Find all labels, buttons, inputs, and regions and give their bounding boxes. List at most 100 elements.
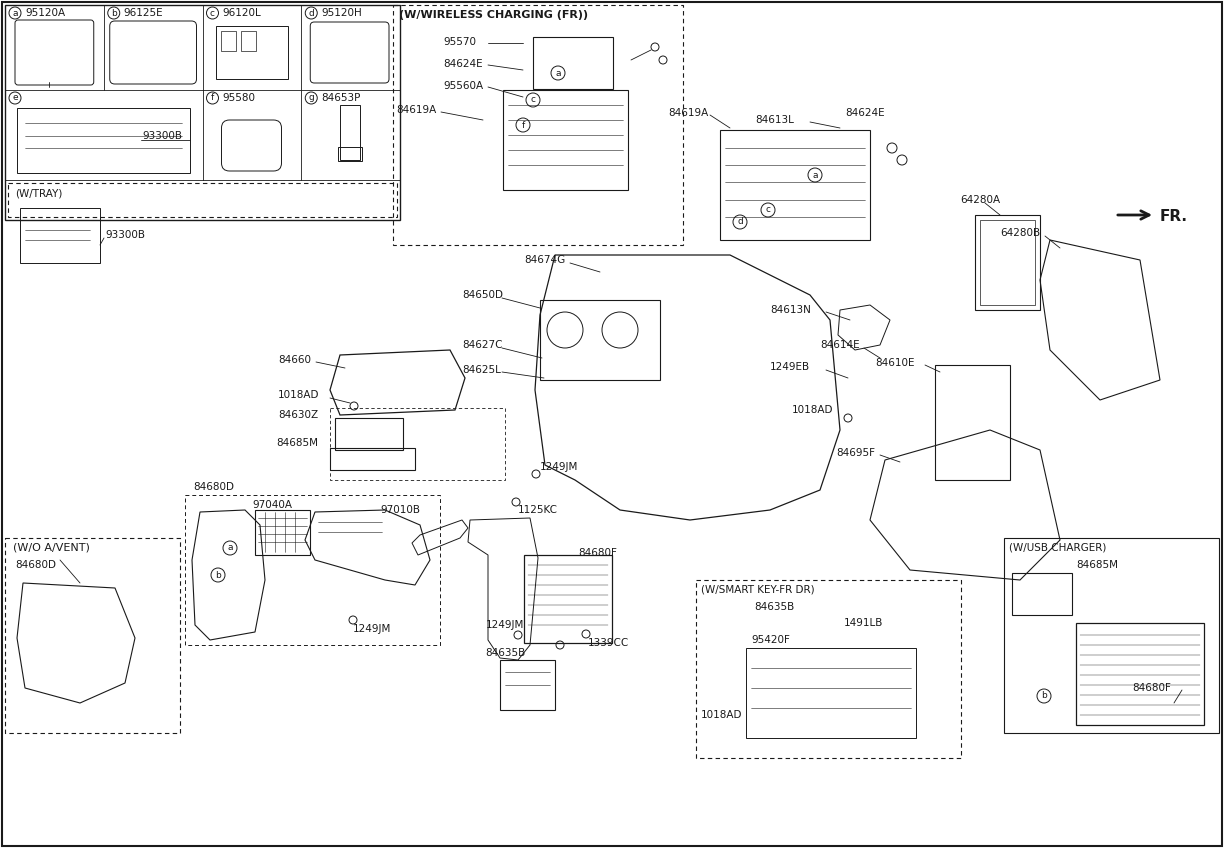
Text: 84685M: 84685M [275, 438, 318, 448]
Bar [215, 26, 288, 79]
Text: 1249JM: 1249JM [540, 462, 579, 472]
Text: 1018AD: 1018AD [792, 405, 834, 415]
Text: 95560A: 95560A [443, 81, 483, 91]
Text: a: a [12, 8, 18, 18]
Bar [980, 220, 1036, 305]
Text: (W/SMART KEY-FR DR): (W/SMART KEY-FR DR) [701, 585, 815, 595]
Text: 84695F: 84695F [836, 448, 875, 458]
Text: 84680D: 84680D [193, 482, 234, 492]
Text: b: b [111, 8, 116, 18]
Text: d: d [737, 217, 743, 226]
Text: 93300B: 93300B [105, 230, 144, 240]
Text: 1018AD: 1018AD [278, 390, 319, 400]
Text: 1018AD: 1018AD [701, 710, 743, 720]
Text: c: c [765, 205, 770, 215]
Text: 93300B: 93300B [142, 131, 182, 141]
Text: 84680F: 84680F [1132, 683, 1171, 693]
Text: 84613N: 84613N [770, 305, 810, 315]
Text: 84610E: 84610E [875, 358, 914, 368]
Text: b: b [215, 571, 220, 579]
Text: (W/USB CHARGER): (W/USB CHARGER) [1009, 543, 1106, 553]
Text: 84619A: 84619A [397, 105, 436, 115]
Text: a: a [228, 544, 233, 553]
Text: c: c [211, 8, 215, 18]
Bar [696, 580, 961, 758]
Text: 1249EB: 1249EB [770, 362, 810, 372]
Text: 84619A: 84619A [668, 108, 709, 118]
Text: 97010B: 97010B [379, 505, 420, 515]
Text: b: b [1042, 691, 1047, 700]
Text: 1339CC: 1339CC [588, 638, 629, 648]
Text: 84613L: 84613L [755, 115, 794, 125]
Bar [340, 105, 360, 160]
Bar [5, 538, 180, 733]
Text: 1491LB: 1491LB [845, 618, 884, 628]
Text: 84680D: 84680D [15, 560, 56, 570]
Bar [20, 208, 100, 263]
Text: a: a [813, 170, 818, 180]
Text: c: c [530, 96, 536, 104]
Bar [524, 555, 612, 643]
Bar [1076, 623, 1204, 725]
Text: 95570: 95570 [443, 37, 476, 47]
Text: 84625L: 84625L [461, 365, 501, 375]
Text: f: f [211, 93, 214, 103]
Text: 1249JM: 1249JM [486, 620, 524, 630]
Bar [9, 183, 397, 217]
Text: 84627C: 84627C [461, 340, 503, 350]
Bar [745, 648, 916, 738]
Text: 1125KC: 1125KC [518, 505, 558, 515]
Bar [1004, 538, 1219, 733]
Text: 84635B: 84635B [754, 602, 794, 612]
Text: 95580: 95580 [223, 93, 256, 103]
Text: 84630Z: 84630Z [278, 410, 318, 420]
Text: 84680F: 84680F [578, 548, 617, 558]
Text: 64280A: 64280A [960, 195, 1000, 205]
Text: 84614E: 84614E [820, 340, 859, 350]
Bar [935, 365, 1010, 480]
Bar [185, 495, 439, 645]
Bar [720, 130, 870, 240]
Bar [255, 510, 310, 555]
Text: 84624E: 84624E [443, 59, 482, 69]
Text: 1249JM: 1249JM [353, 624, 392, 634]
Text: g: g [308, 93, 315, 103]
Bar [540, 300, 660, 380]
Bar [240, 31, 256, 51]
Text: 84624E: 84624E [845, 108, 885, 118]
Text: 95120A: 95120A [24, 8, 65, 18]
Text: 96120L: 96120L [223, 8, 261, 18]
Bar [220, 31, 235, 51]
Bar [499, 660, 554, 710]
Bar [976, 215, 1040, 310]
Bar [5, 5, 400, 220]
Bar [393, 5, 683, 245]
Text: 84635B: 84635B [485, 648, 525, 658]
Text: d: d [308, 8, 315, 18]
Bar [330, 448, 415, 470]
Text: a: a [556, 69, 561, 77]
Bar [532, 37, 613, 89]
Text: 84685M: 84685M [1076, 560, 1118, 570]
Text: 64280B: 64280B [1000, 228, 1040, 238]
Text: 95120H: 95120H [321, 8, 362, 18]
Text: (W/O A/VENT): (W/O A/VENT) [13, 543, 89, 553]
Bar [503, 90, 628, 190]
Bar [17, 108, 190, 173]
Text: (W/WIRELESS CHARGING (FR)): (W/WIRELESS CHARGING (FR)) [399, 10, 588, 20]
Bar [338, 147, 362, 161]
Text: 84660: 84660 [278, 355, 311, 365]
Text: 95420F: 95420F [752, 635, 789, 645]
Text: 96125E: 96125E [124, 8, 163, 18]
Bar [1012, 573, 1072, 615]
Text: 97040A: 97040A [252, 500, 293, 510]
Text: 84674G: 84674G [524, 255, 565, 265]
Text: e: e [12, 93, 18, 103]
Text: (W/TRAY): (W/TRAY) [15, 188, 62, 198]
Text: 84650D: 84650D [461, 290, 503, 300]
Bar [335, 418, 403, 450]
Text: 84653P: 84653P [321, 93, 361, 103]
Text: f: f [521, 120, 525, 130]
Bar [330, 408, 506, 480]
Text: FR.: FR. [1160, 209, 1189, 224]
